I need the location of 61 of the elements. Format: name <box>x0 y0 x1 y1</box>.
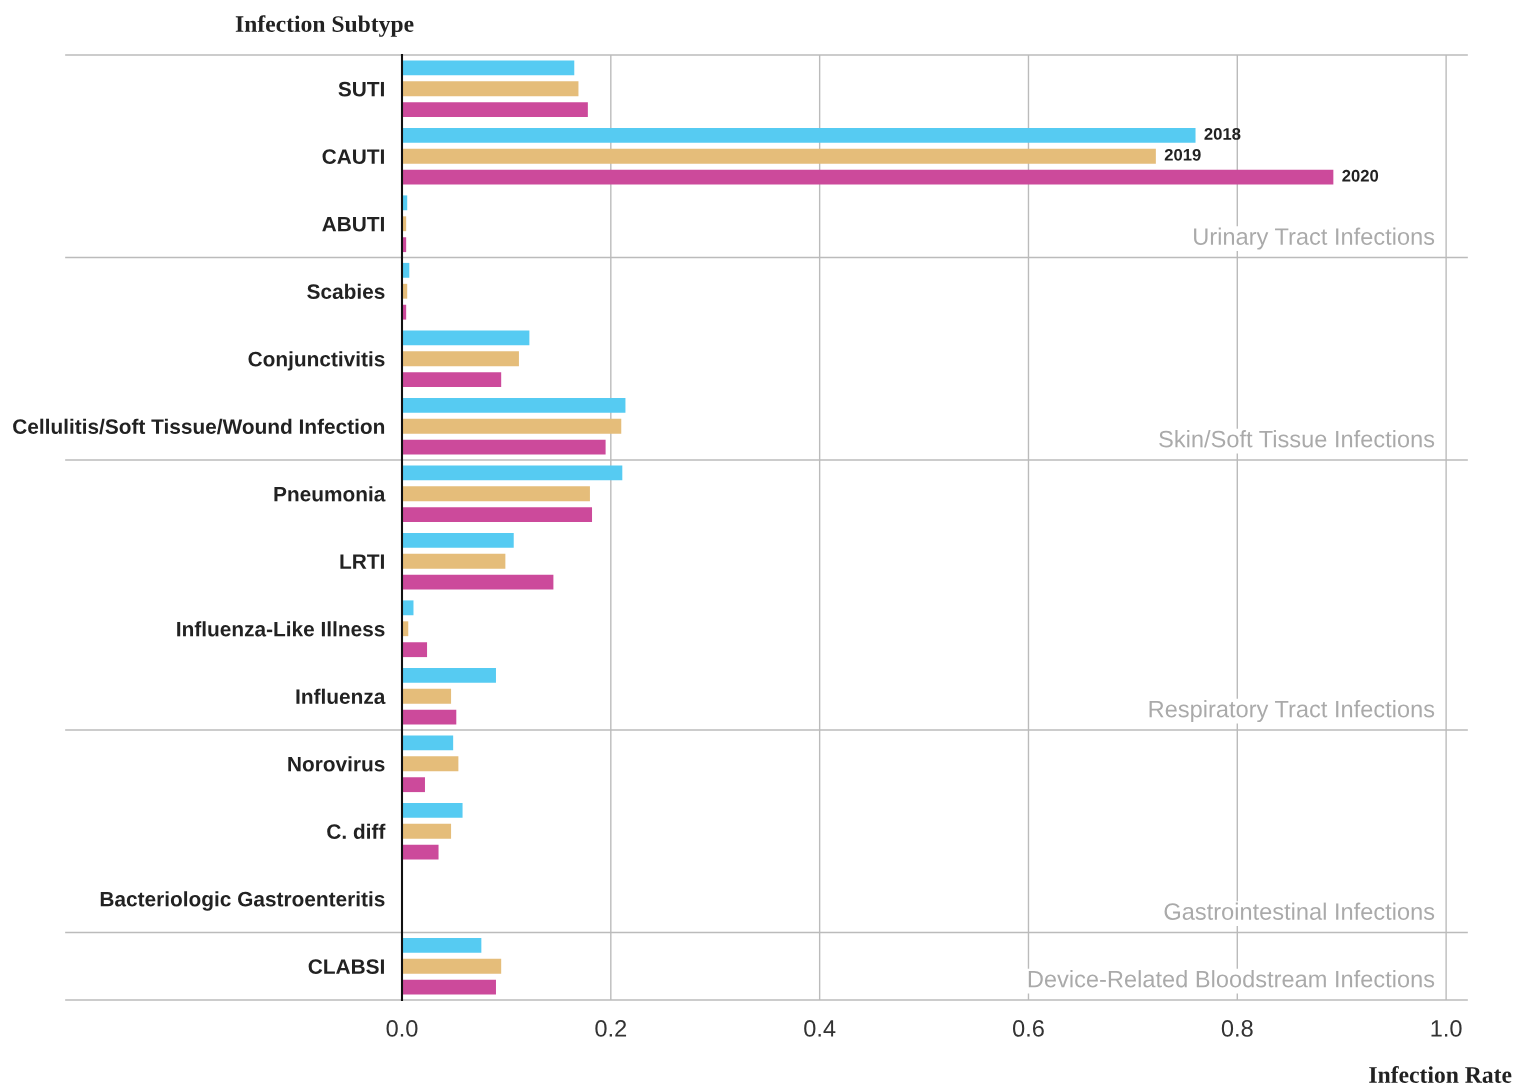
bar <box>402 465 623 481</box>
bar <box>402 127 1196 143</box>
bar <box>402 642 428 658</box>
bar <box>402 532 514 548</box>
bar <box>402 735 454 751</box>
bar <box>402 553 506 569</box>
y-tick-label: Norovirus <box>288 756 385 772</box>
bar <box>402 777 425 793</box>
annotation: Device-Related Bloodstream Infections <box>1028 970 1435 988</box>
y-tick-label: Pneumonia <box>274 486 386 502</box>
x-tick-label: 0.0 <box>386 1020 418 1037</box>
bar <box>402 688 452 704</box>
bar <box>402 844 439 860</box>
y-tick-label: LRTI <box>340 554 384 569</box>
y-axis-title: Infection Subtype <box>235 15 414 37</box>
bar <box>402 979 496 995</box>
bar <box>402 372 502 388</box>
series-label: 2020 <box>1342 169 1379 182</box>
bar <box>402 330 530 346</box>
y-tick-label: ABUTI <box>322 216 384 232</box>
y-tick-label: CAUTI <box>322 149 384 164</box>
y-tick-label: Influenza-Like Illness <box>177 621 385 637</box>
annotation: Urinary Tract Infections <box>1194 227 1435 250</box>
bar <box>402 169 1334 185</box>
y-tick-label: C. diff <box>327 823 386 839</box>
bar <box>402 351 519 367</box>
bar <box>402 397 626 413</box>
bar <box>402 418 622 434</box>
bar <box>402 709 457 725</box>
x-tick-label: 0.2 <box>595 1020 627 1037</box>
y-tick-label: SUTI <box>338 81 384 97</box>
series-label: 2019 <box>1164 148 1201 161</box>
bar <box>402 667 496 683</box>
x-tick-label: 1.0 <box>1431 1020 1462 1037</box>
bar <box>402 102 588 118</box>
bar <box>402 958 502 974</box>
y-tick-label: Scabies <box>307 283 385 299</box>
bar <box>402 148 1156 164</box>
x-axis-title: Infection Rate <box>1369 1066 1512 1083</box>
annotation: Gastrointestinal Infections <box>1164 902 1435 920</box>
annotation: Skin/Soft Tissue Infections <box>1159 430 1435 448</box>
annotation: Respiratory Tract Infections <box>1149 700 1435 723</box>
bar <box>402 60 575 76</box>
y-tick-label: Conjunctivitis <box>248 351 385 371</box>
bar <box>402 937 482 953</box>
bar <box>402 574 554 590</box>
x-tick-label: 0.6 <box>1012 1020 1044 1037</box>
x-tick-label: 0.4 <box>804 1020 836 1037</box>
y-tick-label: Influenza <box>296 688 386 704</box>
bar <box>402 486 590 502</box>
bar <box>402 507 593 523</box>
y-tick-label: Bacteriologic Gastroenteritis <box>100 891 385 911</box>
bar <box>402 756 459 772</box>
y-tick-label: Cellulitis/Soft Tissue/Wound Infection <box>13 418 385 435</box>
x-tick-label: 0.8 <box>1221 1020 1253 1037</box>
series-label: 2018 <box>1204 128 1241 140</box>
bar <box>402 823 452 839</box>
bar <box>402 439 606 455</box>
y-tick-label: CLABSI <box>308 959 384 974</box>
bar <box>402 81 579 97</box>
bar <box>402 802 463 818</box>
